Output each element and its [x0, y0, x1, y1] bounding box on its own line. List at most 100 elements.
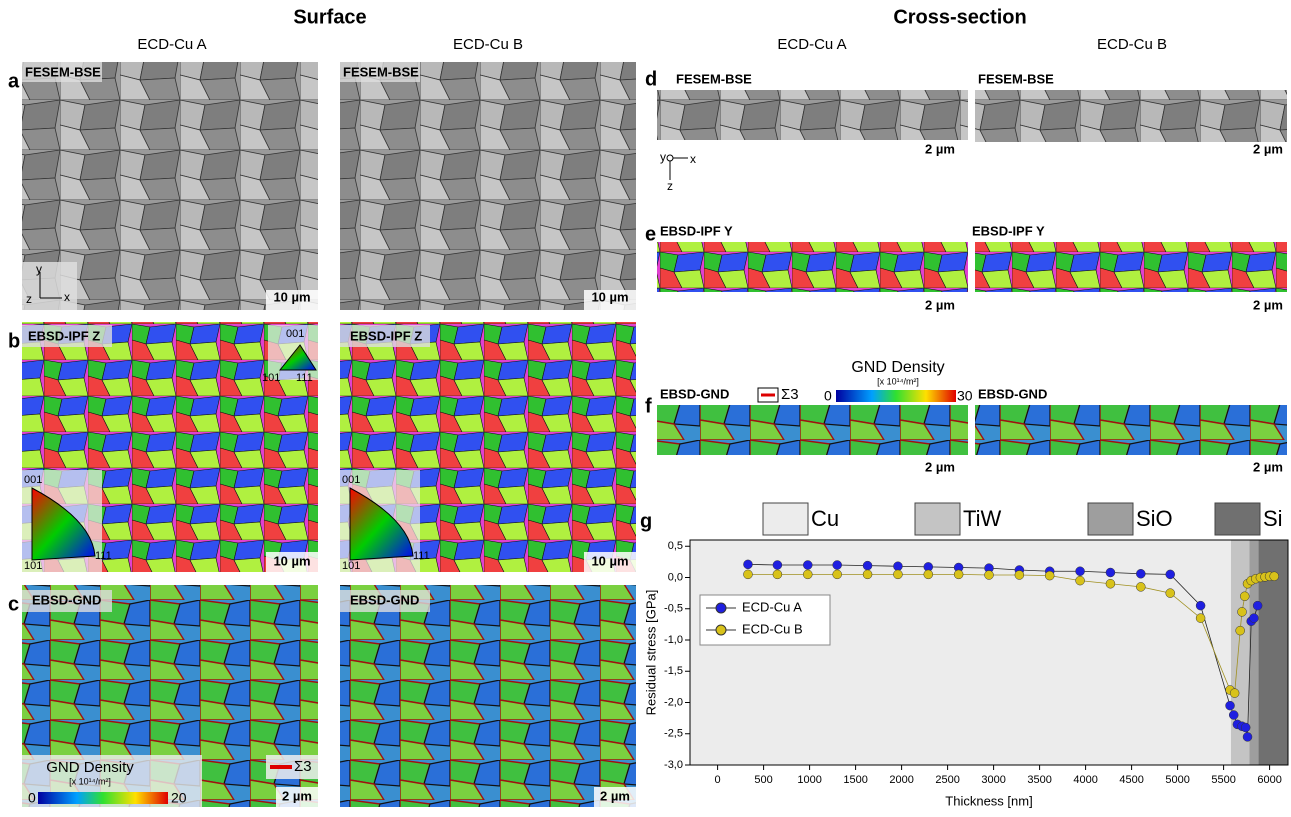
data-point: [773, 570, 782, 579]
legend-min: 0: [28, 790, 36, 806]
data-point: [924, 570, 933, 579]
y-tick-label: -3,0: [664, 759, 683, 771]
image-label: FESEM-BSE: [676, 71, 752, 86]
y-tick-label: 0,5: [668, 540, 683, 552]
layer-name: Si: [1263, 506, 1283, 531]
column-label: ECD-Cu B: [453, 36, 523, 53]
layer-name: TiW: [963, 506, 1002, 531]
image-label: FESEM-BSE: [978, 71, 1054, 86]
axis-name: z: [667, 179, 673, 193]
scale-bar: 10 µm: [591, 553, 628, 568]
data-point: [833, 561, 842, 570]
data-point: [893, 570, 902, 579]
x-tick-label: 4500: [1119, 774, 1143, 786]
axis-name: y: [36, 262, 42, 276]
data-point: [1045, 571, 1054, 580]
twin-label: Σ3: [781, 386, 799, 403]
layer-name: SiO: [1136, 506, 1173, 531]
scale-bar: 2 µm: [925, 141, 955, 156]
data-point: [1240, 592, 1249, 601]
panel-letter: e: [645, 223, 656, 245]
y-tick-label: -1,0: [664, 634, 683, 646]
micrograph: [975, 405, 1287, 455]
panel-letter: f: [645, 395, 652, 417]
x-tick-label: 5500: [1211, 774, 1235, 786]
scale-bar: 2 µm: [925, 297, 955, 312]
data-point: [1166, 570, 1175, 579]
axis-name: x: [64, 290, 70, 304]
data-point: [1136, 569, 1145, 578]
image-label: EBSD-IPF Y: [660, 223, 733, 238]
ipf-label: 101: [342, 560, 360, 572]
data-point: [803, 570, 812, 579]
x-axis-label: Thickness [nm]: [945, 793, 1032, 808]
image-label: EBSD-IPF Z: [28, 328, 100, 343]
y-tick-label: 0,0: [668, 571, 683, 583]
data-point: [1249, 614, 1258, 623]
data-point: [743, 560, 752, 569]
scale-bar: 10 µm: [273, 289, 310, 304]
panel-letter: b: [8, 330, 20, 352]
headings: Surface Cross-section ECD-Cu A ECD-Cu B …: [137, 6, 1167, 53]
column-label: ECD-Cu B: [1097, 36, 1167, 53]
data-point: [1241, 723, 1250, 732]
legend-unit: [x 10¹⁴/m²]: [69, 776, 111, 786]
axis-name: x: [690, 152, 696, 166]
micrograph: [975, 242, 1287, 292]
data-point: [1238, 607, 1247, 616]
data-point: [743, 570, 752, 579]
y-tick-label: -2,5: [664, 728, 683, 740]
x-tick-label: 5000: [1165, 774, 1189, 786]
image-label: FESEM-BSE: [25, 64, 101, 79]
ipf-label: 111: [95, 550, 112, 562]
layer-swatch: [763, 503, 808, 535]
scale-bar: 2 µm: [282, 788, 312, 803]
ipf-label: 001: [286, 328, 304, 340]
ipf-label: 001: [24, 474, 42, 486]
x-tick-label: 1000: [797, 774, 821, 786]
legend-label: ECD-Cu B: [742, 621, 803, 636]
column-label: ECD-Cu A: [777, 36, 846, 53]
data-point: [1226, 701, 1235, 710]
data-point: [773, 561, 782, 570]
x-tick-label: 2500: [935, 774, 959, 786]
cross-section-images: d FESEM-BSE FESEM-BSE 2 µm 2 µm y x z e …: [640, 68, 1287, 532]
x-tick-label: 4000: [1073, 774, 1097, 786]
axis-name: z: [26, 292, 32, 306]
panel-letter: d: [645, 68, 657, 90]
micrograph: [657, 405, 968, 455]
legend-marker: [716, 603, 726, 613]
scale-bar: 2 µm: [600, 788, 630, 803]
column-label: ECD-Cu A: [137, 36, 206, 53]
axis-name: y: [660, 150, 666, 164]
image-label: EBSD-GND: [660, 386, 729, 401]
data-point: [1076, 576, 1085, 585]
data-point: [1229, 711, 1238, 720]
micrograph: [657, 242, 968, 292]
image-label: EBSD-GND: [350, 592, 419, 607]
micrograph: [340, 585, 636, 807]
image-label: FESEM-BSE: [343, 64, 419, 79]
image-label: EBSD-IPF Y: [972, 223, 1045, 238]
axes-icon: y x z: [660, 150, 696, 193]
data-point: [863, 570, 872, 579]
legend-marker: [716, 625, 726, 635]
data-point: [1106, 579, 1115, 588]
legend-max: 20: [171, 790, 187, 806]
data-point: [1236, 626, 1245, 635]
legend-max: 30: [957, 388, 973, 404]
colorbar: [836, 390, 956, 402]
twin-label: Σ3: [294, 758, 312, 775]
data-point: [1136, 582, 1145, 591]
ipf-label: 101: [262, 372, 280, 384]
micrograph: [340, 62, 636, 310]
ipf-label: 101: [24, 560, 42, 572]
heading: Cross-section: [893, 6, 1026, 28]
data-point: [985, 571, 994, 580]
panel-letter: a: [8, 70, 20, 92]
image-label: EBSD-GND: [32, 592, 101, 607]
data-point: [1196, 601, 1205, 610]
figure: Surface Cross-section ECD-Cu A ECD-Cu B …: [0, 0, 1291, 812]
data-point: [863, 561, 872, 570]
